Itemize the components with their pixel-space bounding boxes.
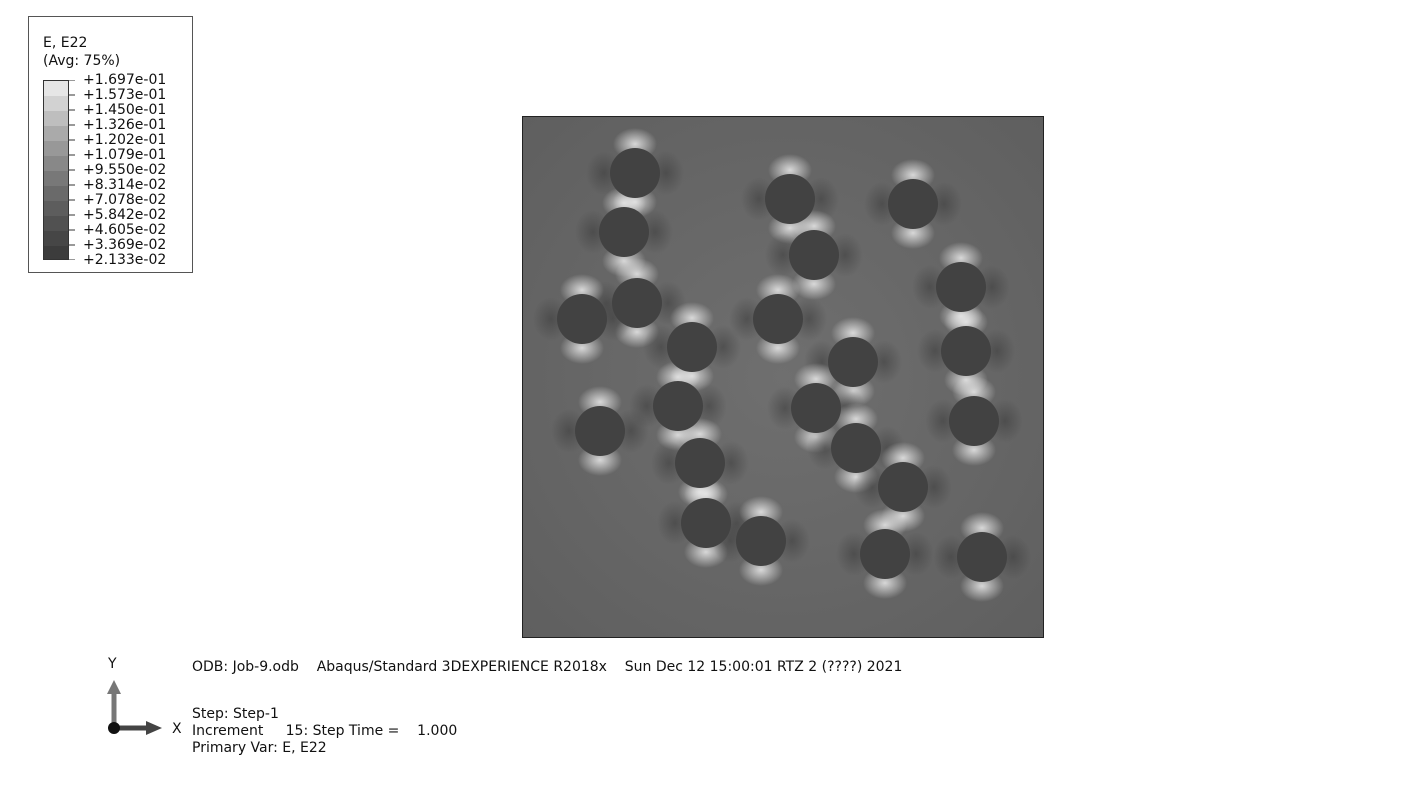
increment-info-line: Increment 15: Step Time = 1.000 — [192, 723, 458, 739]
fiber-inclusion — [667, 322, 717, 372]
legend-color-segment — [44, 96, 68, 112]
triad-y-label: Y — [107, 656, 117, 672]
legend-level-label: +5.842e-02 — [83, 207, 167, 223]
fiber-inclusion — [831, 423, 881, 473]
step-info-line: Step: Step-1 — [192, 706, 279, 722]
legend-title: E, E22 — [43, 35, 88, 51]
fiber-inclusion — [681, 498, 731, 548]
fiber-inclusion — [557, 294, 607, 344]
legend-level-label: +1.573e-01 — [83, 87, 167, 103]
fiber-inclusion — [888, 179, 938, 229]
fiber-inclusion — [791, 383, 841, 433]
legend-color-segment — [44, 171, 68, 187]
legend-color-segment — [44, 216, 68, 232]
legend-color-segment — [44, 186, 68, 202]
fiber-inclusion — [936, 262, 986, 312]
legend-color-segment — [44, 141, 68, 157]
legend-level-label: +7.078e-02 — [83, 192, 167, 208]
legend-level-label: +1.202e-01 — [83, 132, 167, 148]
fiber-inclusion — [610, 148, 660, 198]
model-frame — [522, 116, 1044, 638]
legend-color-bar — [43, 80, 69, 260]
triad-x-arrowhead — [146, 721, 162, 735]
legend-level-label: +3.369e-02 — [83, 237, 167, 253]
fiber-inclusions — [557, 148, 1007, 582]
legend-level-label: +4.605e-02 — [83, 222, 167, 238]
legend-averaging: (Avg: 75%) — [43, 53, 121, 69]
legend-level-label: +1.450e-01 — [83, 102, 167, 118]
legend-level-label: +9.550e-02 — [83, 162, 167, 178]
triad-origin — [108, 722, 120, 734]
fiber-inclusion — [860, 529, 910, 579]
legend-color-segment — [44, 111, 68, 127]
fiber-inclusion — [736, 516, 786, 566]
fiber-inclusion — [675, 438, 725, 488]
legend-ticks — [69, 80, 75, 260]
legend-level-label: +1.079e-01 — [83, 147, 167, 163]
legend-color-segment — [44, 126, 68, 142]
legend-color-segment — [44, 231, 68, 247]
legend-color-segment — [44, 201, 68, 217]
coordinate-triad: Y X — [107, 656, 182, 737]
primary-var-line: Primary Var: E, E22 — [192, 740, 327, 756]
fiber-inclusion — [653, 381, 703, 431]
fiber-inclusion — [878, 462, 928, 512]
triad-x-label: X — [172, 721, 182, 737]
fiber-inclusion — [789, 230, 839, 280]
fiber-inclusion — [753, 294, 803, 344]
legend-level-label: +1.697e-01 — [83, 72, 167, 88]
contour-legend[interactable]: E, E22 (Avg: 75%) +1.697e-01 +1.573e-01 +1… — [28, 16, 193, 273]
legend-level-label: +2.133e-02 — [83, 252, 167, 268]
odb-info-line: ODB: Job-9.odb Abaqus/Standard 3DEXPERIE… — [192, 659, 903, 675]
contour-plot-viewport[interactable] — [522, 116, 1044, 638]
legend-level-label: +1.326e-01 — [83, 117, 167, 133]
legend-color-segment — [44, 246, 68, 259]
fiber-inclusion — [941, 326, 991, 376]
fiber-inclusion — [599, 207, 649, 257]
triad-y-arrowhead — [107, 680, 121, 694]
legend-color-segment — [44, 156, 68, 172]
fiber-inclusion — [949, 396, 999, 446]
fiber-inclusion — [957, 532, 1007, 582]
fiber-inclusion — [765, 174, 815, 224]
fiber-inclusion — [575, 406, 625, 456]
legend-level-label: +8.314e-02 — [83, 177, 167, 193]
legend-color-segment — [44, 81, 68, 97]
fiber-inclusion — [612, 278, 662, 328]
fiber-inclusion — [828, 337, 878, 387]
